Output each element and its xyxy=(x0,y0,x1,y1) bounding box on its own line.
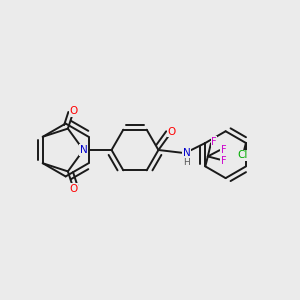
Text: O: O xyxy=(69,106,78,116)
Text: F: F xyxy=(220,145,226,154)
Text: O: O xyxy=(167,127,176,137)
Text: N: N xyxy=(80,145,87,155)
Text: O: O xyxy=(69,184,78,194)
Text: N: N xyxy=(183,148,190,158)
Text: Cl: Cl xyxy=(238,151,248,160)
Text: H: H xyxy=(183,158,190,167)
Text: F: F xyxy=(211,137,217,147)
Text: F: F xyxy=(220,156,226,166)
